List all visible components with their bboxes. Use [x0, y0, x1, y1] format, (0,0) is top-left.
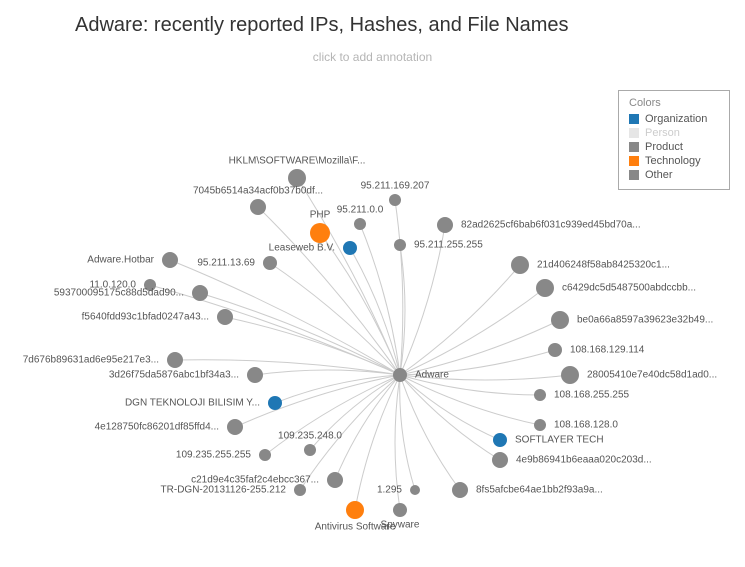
graph-edge — [395, 375, 400, 510]
graph-edge — [400, 375, 500, 440]
graph-edge — [255, 370, 400, 375]
graph-edge — [400, 265, 520, 375]
graph-node[interactable] — [268, 396, 282, 410]
network-graph[interactable] — [0, 0, 745, 567]
graph-node[interactable] — [492, 452, 508, 468]
graph-node[interactable] — [534, 419, 546, 431]
graph-node[interactable] — [393, 368, 407, 382]
graph-node[interactable] — [250, 199, 266, 215]
graph-node[interactable] — [534, 389, 546, 401]
graph-node[interactable] — [393, 503, 407, 517]
graph-node[interactable] — [410, 485, 420, 495]
legend-swatch — [629, 128, 639, 138]
graph-node[interactable] — [548, 343, 562, 357]
graph-node[interactable] — [144, 279, 156, 291]
graph-edge — [265, 375, 400, 455]
graph-node[interactable] — [511, 256, 529, 274]
graph-node[interactable] — [162, 252, 178, 268]
graph-node[interactable] — [452, 482, 468, 498]
graph-edge — [350, 248, 400, 375]
legend-item[interactable]: Other — [629, 169, 719, 181]
graph-node[interactable] — [310, 223, 330, 243]
legend-title: Colors — [629, 97, 719, 109]
legend-label: Organization — [645, 113, 707, 125]
graph-node[interactable] — [343, 241, 357, 255]
graph-node[interactable] — [394, 239, 406, 251]
legend-item[interactable]: Product — [629, 141, 719, 153]
graph-node[interactable] — [294, 484, 306, 496]
graph-node[interactable] — [192, 285, 208, 301]
legend-swatch — [629, 114, 639, 124]
graph-node[interactable] — [437, 217, 453, 233]
graph-edge — [400, 288, 545, 375]
graph-node[interactable] — [493, 433, 507, 447]
legend-item[interactable]: Technology — [629, 155, 719, 167]
legend-label: Other — [645, 169, 673, 181]
graph-node[interactable] — [327, 472, 343, 488]
legend-label: Person — [645, 127, 680, 139]
graph-node[interactable] — [346, 501, 364, 519]
graph-edge — [320, 233, 400, 375]
graph-edge — [175, 360, 400, 375]
legend: Colors Organization Person Product Technolo… — [618, 90, 730, 190]
legend-item[interactable]: Organization — [629, 113, 719, 125]
graph-edge — [400, 225, 445, 375]
graph-node[interactable] — [288, 169, 306, 187]
graph-edge — [335, 375, 400, 480]
legend-label: Technology — [645, 155, 701, 167]
graph-node[interactable] — [263, 256, 277, 270]
graph-node[interactable] — [536, 279, 554, 297]
graph-edge — [235, 375, 400, 427]
legend-label: Product — [645, 141, 683, 153]
graph-edge — [400, 375, 415, 490]
legend-swatch — [629, 170, 639, 180]
graph-node[interactable] — [551, 311, 569, 329]
graph-node[interactable] — [304, 444, 316, 456]
graph-node[interactable] — [561, 366, 579, 384]
graph-edge — [355, 375, 400, 510]
legend-item[interactable]: Person — [629, 127, 719, 139]
legend-swatch — [629, 142, 639, 152]
graph-edge — [300, 375, 400, 490]
graph-node[interactable] — [217, 309, 233, 325]
graph-edge — [400, 375, 570, 380]
graph-edge — [270, 263, 400, 375]
graph-node[interactable] — [354, 218, 366, 230]
graph-edge — [400, 375, 460, 490]
graph-node[interactable] — [259, 449, 271, 461]
graph-node[interactable] — [389, 194, 401, 206]
graph-node[interactable] — [167, 352, 183, 368]
graph-edge — [400, 375, 540, 425]
legend-swatch — [629, 156, 639, 166]
graph-node[interactable] — [247, 367, 263, 383]
graph-node[interactable] — [227, 419, 243, 435]
